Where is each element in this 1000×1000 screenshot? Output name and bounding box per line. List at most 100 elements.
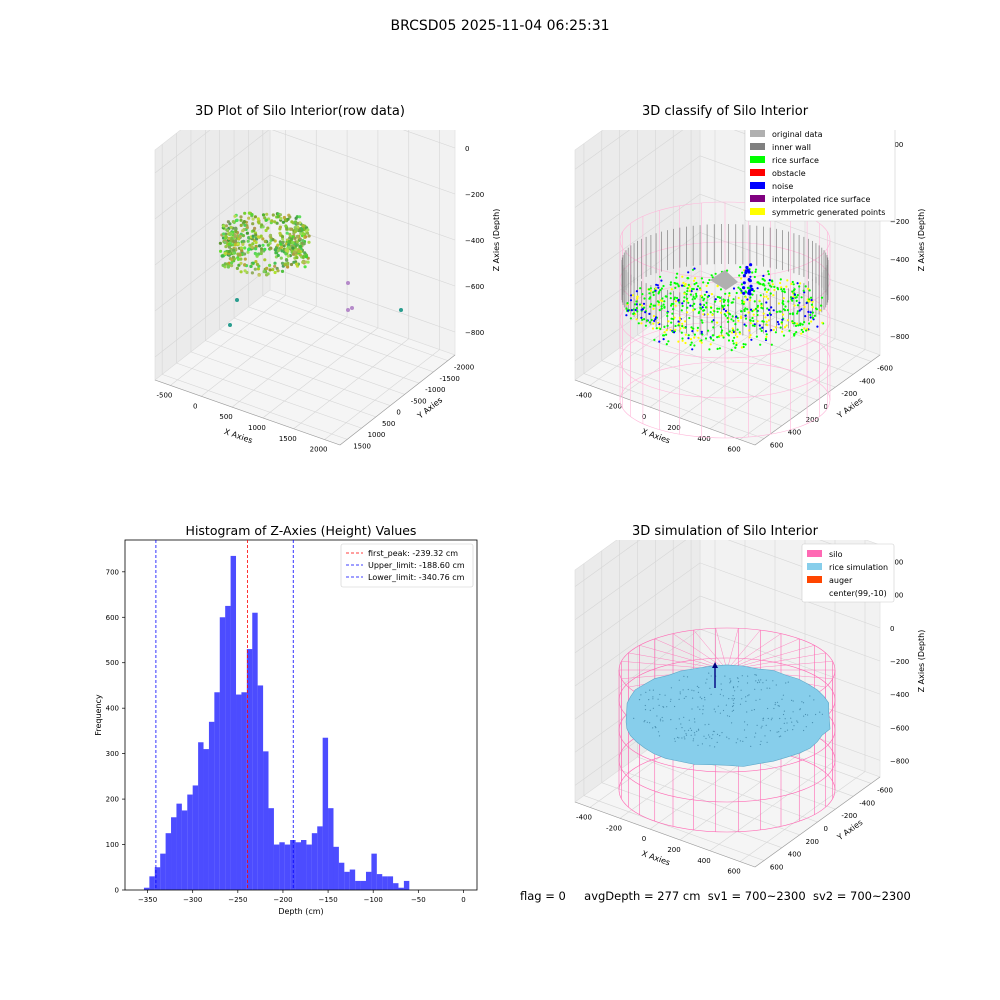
rice-surface-point <box>756 281 759 284</box>
raw-data-point <box>286 265 290 269</box>
rice-surface-point <box>761 326 764 329</box>
raw-data-point <box>288 239 292 243</box>
rice-mesh-point <box>674 740 676 742</box>
rice-surface-point <box>625 307 628 310</box>
rice-surface-point <box>632 308 635 311</box>
rice-surface-point <box>800 308 803 311</box>
y-axis-label: Y Axies <box>835 396 865 421</box>
rice-mesh-point <box>758 681 761 683</box>
raw-data-point <box>245 231 249 235</box>
rice-surface-point <box>669 292 672 295</box>
rice-mesh-point <box>645 691 647 693</box>
legend-label: Upper_limit: -188.60 cm <box>368 561 465 570</box>
rice-surface-point <box>746 286 750 289</box>
rice-surface-point <box>786 319 789 322</box>
rice-surface-point <box>743 301 746 304</box>
raw-data-point <box>264 228 268 233</box>
noise-point <box>746 268 750 272</box>
rice-surface-point <box>691 330 694 333</box>
rice-mesh-point <box>766 741 768 743</box>
rice-mesh-point <box>698 729 700 731</box>
rice-mesh-point <box>802 702 805 704</box>
rice-mesh-point <box>664 694 666 696</box>
rice-surface-point <box>700 339 703 342</box>
raw-data-point <box>273 261 277 265</box>
rice-surface-point <box>686 290 689 293</box>
y-tick-label: 0 <box>824 825 828 833</box>
rice-mesh-point <box>732 695 734 697</box>
sv1-text: sv1 = 700~2300 <box>707 889 806 903</box>
raw-data-point <box>307 234 311 238</box>
x-tick-label: 1000 <box>248 424 266 432</box>
noise-point <box>750 287 754 292</box>
rice-surface-point <box>736 335 739 338</box>
y-tick-label: -2000 <box>454 364 474 372</box>
rice-surface-point <box>747 311 750 314</box>
rice-surface-point <box>742 343 745 346</box>
rice-mesh-point <box>775 684 777 686</box>
raw-outlier-point <box>399 308 403 312</box>
rice-mesh-point <box>760 727 762 729</box>
rice-surface-point <box>651 327 655 330</box>
rice-surface-point <box>705 306 708 309</box>
histogram-bar <box>171 817 177 890</box>
rice-mesh-point <box>702 705 704 707</box>
rice-surface-point <box>665 333 668 336</box>
raw-data-point <box>262 270 266 274</box>
raw-data-point <box>226 265 230 269</box>
rice-mesh-point <box>678 718 680 720</box>
rice-surface-point <box>635 290 638 293</box>
rice-surface-point <box>796 322 799 325</box>
rice-surface-point <box>626 302 629 305</box>
raw-data-point <box>307 240 311 244</box>
rice-surface-point <box>807 310 810 313</box>
rice-surface-point <box>642 302 646 305</box>
rice-surface-point <box>753 323 756 326</box>
rice-surface-point <box>777 323 780 326</box>
rice-surface-point <box>767 297 770 300</box>
rice-surface-point <box>691 287 694 291</box>
rice-surface-point <box>684 333 687 336</box>
raw-data-point <box>243 211 247 215</box>
rice-mesh-point <box>755 680 757 682</box>
silo-wireframe <box>715 628 728 671</box>
raw-data-point <box>303 265 307 269</box>
rice-mesh-point <box>692 697 694 699</box>
x-tick-label: 1500 <box>279 435 297 443</box>
rice-surface-point <box>798 301 801 304</box>
histogram-bar <box>181 810 188 890</box>
rice-mesh-point <box>691 708 693 710</box>
rice-surface-point <box>687 337 690 340</box>
rice-surface-point <box>786 279 789 282</box>
rice-surface-point <box>771 283 774 286</box>
rice-mesh-point <box>719 735 721 737</box>
rice-surface-point <box>723 313 726 316</box>
rice-surface-point <box>738 332 742 335</box>
x-tick-label: 0 <box>642 835 646 843</box>
y-tick-label: 200 <box>806 416 819 424</box>
rice-surface-point <box>770 329 773 332</box>
raw-data-point <box>239 223 243 227</box>
rice-surface-point <box>714 272 717 275</box>
rice-surface-point <box>806 327 809 330</box>
rice-mesh-point <box>644 709 647 711</box>
rice-mesh-point <box>780 727 782 730</box>
raw-data-point <box>289 262 294 267</box>
rice-surface-point <box>766 324 769 327</box>
raw-data-point <box>239 246 243 250</box>
histogram-bar <box>263 751 269 890</box>
rice-mesh-point <box>701 698 703 700</box>
rice-mesh-point <box>657 731 660 733</box>
rice-surface-point <box>772 309 775 312</box>
rice-mesh-point <box>693 732 696 734</box>
rice-surface-point <box>739 288 742 291</box>
z-tick-label: −400 <box>890 256 909 264</box>
rice-surface-point <box>662 338 665 341</box>
rice-surface-point <box>705 290 708 294</box>
rice-mesh-point <box>745 700 747 702</box>
raw-data-point <box>238 234 242 239</box>
rice-mesh-point <box>710 693 712 695</box>
rice-mesh-point <box>708 672 710 674</box>
rice-surface-point <box>767 319 771 322</box>
rice-surface-point <box>665 295 668 298</box>
